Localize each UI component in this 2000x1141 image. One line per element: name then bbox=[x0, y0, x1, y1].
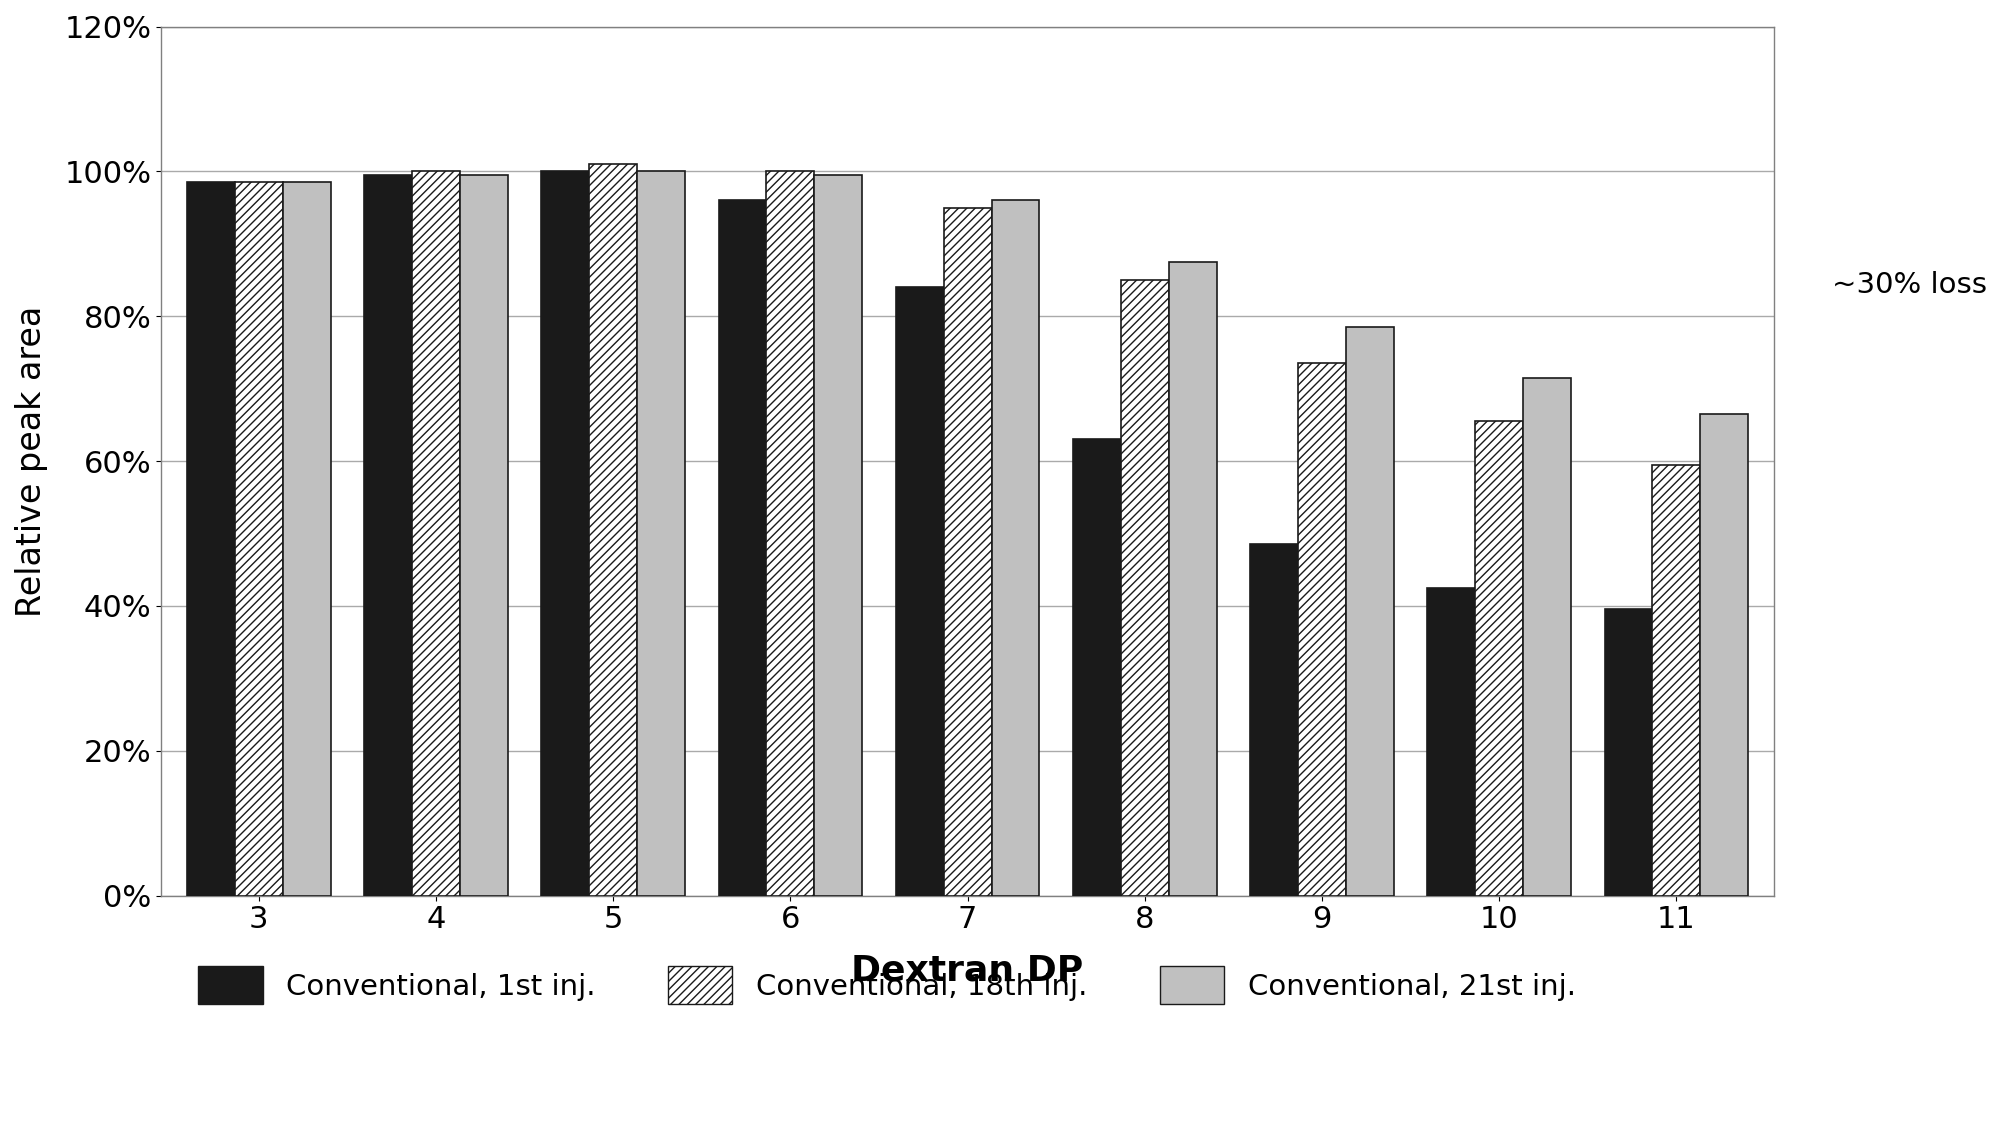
Bar bbox=[1074, 439, 1120, 896]
Bar bbox=[590, 164, 638, 896]
Bar bbox=[188, 183, 234, 896]
X-axis label: Dextran DP: Dextran DP bbox=[852, 954, 1084, 988]
Bar bbox=[542, 171, 590, 896]
Y-axis label: Relative peak area: Relative peak area bbox=[16, 306, 48, 616]
Bar bbox=[896, 288, 944, 896]
Legend: Conventional, 1st inj., Conventional, 18th inj., Conventional, 21st inj.: Conventional, 1st inj., Conventional, 18… bbox=[170, 937, 1604, 1033]
Bar bbox=[1346, 327, 1394, 896]
Bar bbox=[944, 208, 992, 896]
Bar bbox=[1250, 544, 1298, 896]
Bar bbox=[766, 171, 814, 896]
Bar bbox=[412, 171, 460, 896]
Bar bbox=[1524, 378, 1570, 896]
Bar bbox=[364, 175, 412, 896]
Bar bbox=[814, 175, 862, 896]
Bar bbox=[1428, 588, 1476, 896]
Bar bbox=[1604, 609, 1652, 896]
Bar bbox=[1120, 280, 1168, 896]
Bar bbox=[1652, 464, 1700, 896]
Bar bbox=[992, 201, 1040, 896]
Bar bbox=[282, 183, 330, 896]
Text: ~30% loss: ~30% loss bbox=[1832, 272, 1988, 299]
Bar bbox=[234, 183, 282, 896]
Bar bbox=[638, 171, 684, 896]
Bar bbox=[1168, 262, 1216, 896]
Bar bbox=[1476, 421, 1524, 896]
Bar bbox=[460, 175, 508, 896]
Bar bbox=[1700, 414, 1748, 896]
Bar bbox=[1298, 363, 1346, 896]
Bar bbox=[718, 201, 766, 896]
